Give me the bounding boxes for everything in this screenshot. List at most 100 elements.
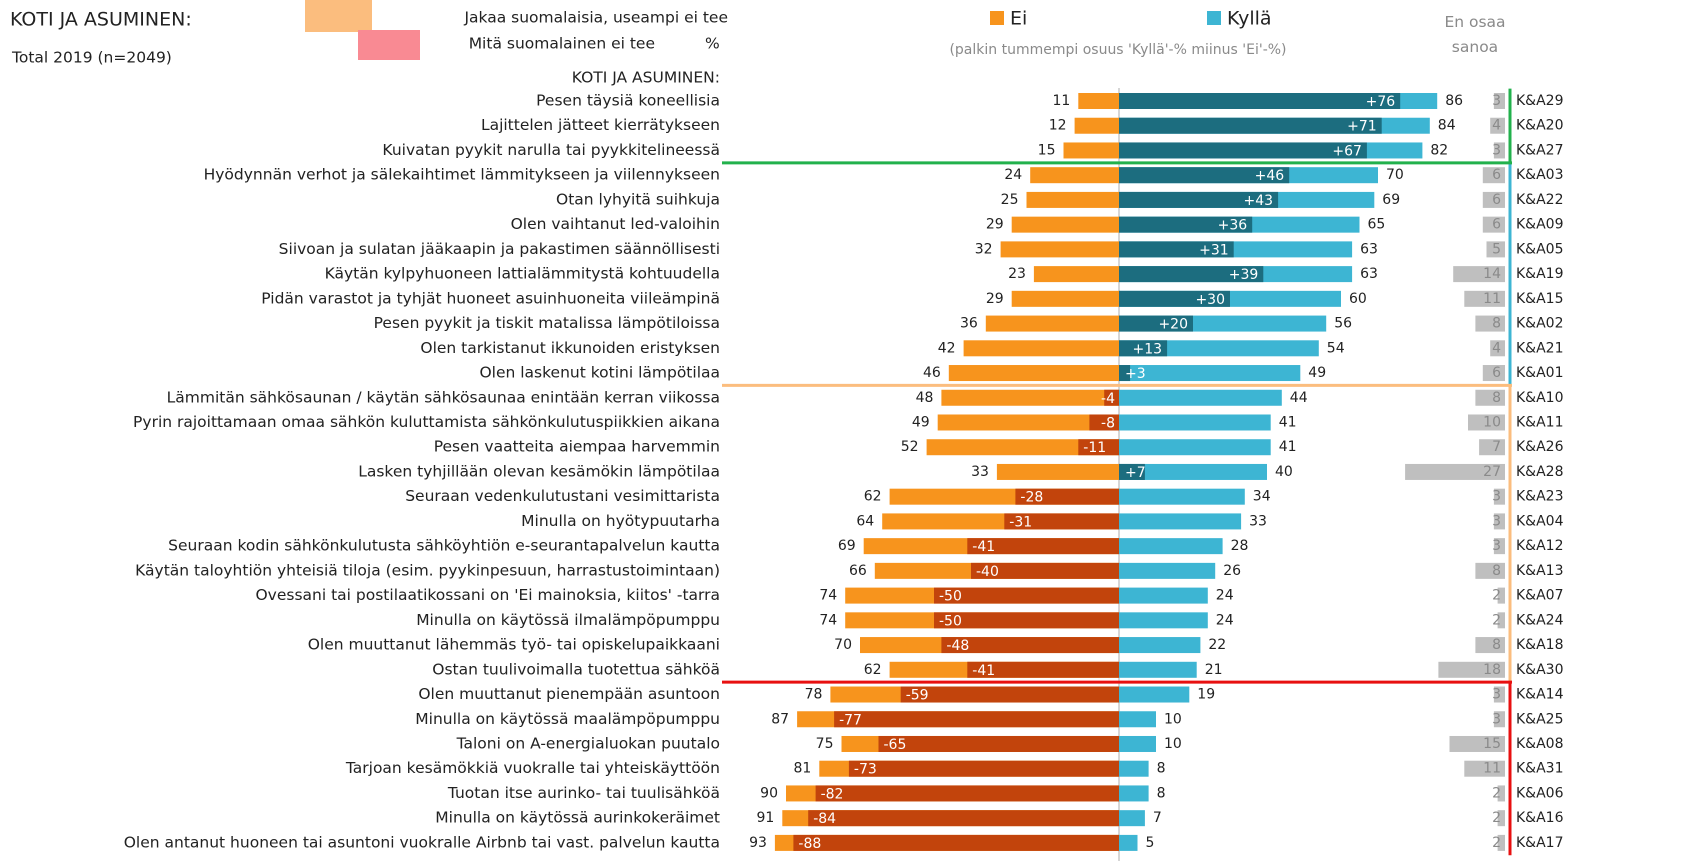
kylla-value-label: 86 <box>1445 93 1463 109</box>
legend-label: Jakaa suomalaisia, useampi ei tee <box>463 9 728 27</box>
bar-ei <box>926 439 1119 456</box>
dont-know-value-label: 6 <box>1492 365 1501 381</box>
code-label: K&A16 <box>1516 810 1564 826</box>
bar-ei <box>1078 93 1119 109</box>
category-label: Tuotan itse aurinko- tai tuulisähköä <box>447 784 720 802</box>
ei-value-label: 81 <box>793 761 811 777</box>
dont-know-value-label: 3 <box>1492 513 1501 529</box>
code-label: K&A02 <box>1516 316 1564 332</box>
ei-value-label: 62 <box>864 662 882 678</box>
ei-value-label: 75 <box>816 736 834 752</box>
ei-value-label: 29 <box>986 291 1004 307</box>
net-label: +76 <box>1366 94 1396 110</box>
bar-dont-know <box>1493 686 1505 703</box>
bar-kylla <box>1119 612 1208 629</box>
dont-know-value-label: 14 <box>1483 266 1501 282</box>
dont-know-value-label: 3 <box>1492 142 1501 158</box>
kylla-value-label: 19 <box>1197 687 1215 703</box>
bar-net <box>1119 266 1264 283</box>
net-label: -84 <box>813 811 836 827</box>
bar-kylla <box>1119 587 1208 604</box>
bar-dont-know <box>1405 463 1505 480</box>
bar-net <box>1104 389 1119 406</box>
net-label: -41 <box>972 539 995 555</box>
dont-know-value-label: 8 <box>1492 563 1501 579</box>
bar-net <box>1119 365 1131 382</box>
ei-value-label: 69 <box>838 538 856 554</box>
legend-swatch <box>1207 11 1221 25</box>
dont-know-value-label: 15 <box>1483 736 1501 752</box>
category-label: Olen vaihtanut led-valoihin <box>511 215 720 233</box>
kylla-value-label: 54 <box>1327 340 1345 356</box>
bar-ei <box>1026 191 1119 208</box>
category-label: Olen muuttanut pienempään asuntoon <box>418 685 720 703</box>
bar-ei <box>1011 216 1119 233</box>
net-label: +39 <box>1229 267 1259 283</box>
ei-value-label: 70 <box>834 637 852 653</box>
unit-label: % <box>705 35 720 53</box>
bar-kylla <box>1119 785 1149 802</box>
kylla-value-label: 82 <box>1430 142 1448 158</box>
ei-value-label: 24 <box>1004 167 1022 183</box>
legend-label: Ei <box>1010 8 1027 30</box>
net-label: +31 <box>1199 242 1229 258</box>
ei-value-label: 87 <box>771 711 789 727</box>
bar-net <box>971 562 1119 579</box>
bar-dont-know <box>1468 414 1505 431</box>
bar-net <box>808 810 1119 827</box>
bar-ei <box>985 315 1119 332</box>
kylla-value-label: 26 <box>1223 563 1241 579</box>
ei-value-label: 74 <box>819 588 837 604</box>
code-label: K&A17 <box>1516 835 1564 851</box>
kylla-value-label: 49 <box>1308 365 1326 381</box>
code-label: K&A07 <box>1516 588 1564 604</box>
category-label: Käytän kylpyhuoneen lattialämmitystä koh… <box>325 265 720 283</box>
category-label: Ostan tuulivoimalla tuotettua sähköä <box>432 660 720 678</box>
kylla-value-label: 8 <box>1157 785 1166 801</box>
bar-ei <box>1063 142 1119 159</box>
bar-kylla <box>1119 834 1138 851</box>
category-label: Olen tarkistanut ikkunoiden eristyksen <box>420 339 720 357</box>
net-label: -11 <box>1083 440 1106 456</box>
bar-ei <box>1074 117 1119 134</box>
bar-net <box>1119 191 1279 208</box>
bar-ei <box>963 340 1119 357</box>
code-label: K&A28 <box>1516 464 1564 480</box>
net-label: +13 <box>1133 341 1163 357</box>
code-label: K&A15 <box>1516 291 1564 307</box>
net-label: -41 <box>972 663 995 679</box>
category-label: Olen muuttanut lähemmäs työ- tai opiskel… <box>308 636 720 654</box>
dont-know-value-label: 11 <box>1483 291 1501 307</box>
bar-kylla <box>1119 414 1271 431</box>
code-label: K&A05 <box>1516 241 1564 257</box>
bar-net <box>1015 488 1119 505</box>
bar-dont-know <box>1475 315 1505 332</box>
code-label: K&A31 <box>1516 761 1564 777</box>
dont-know-value-label: 3 <box>1492 687 1501 703</box>
kylla-value-label: 44 <box>1290 390 1308 406</box>
kylla-value-label: 56 <box>1334 316 1352 332</box>
bar-kylla <box>1119 488 1245 505</box>
category-label: Minulla on käytössä maalämpöpumppu <box>415 710 720 728</box>
legend-swatch <box>990 11 1004 25</box>
net-label: +71 <box>1347 119 1377 135</box>
bar-kylla <box>1119 661 1197 678</box>
ei-value-label: 33 <box>971 464 989 480</box>
bar-kylla <box>1119 735 1156 752</box>
bar-net <box>1119 167 1290 184</box>
kylla-value-label: 5 <box>1146 835 1155 851</box>
kylla-value-label: 10 <box>1164 736 1182 752</box>
dont-know-value-label: 4 <box>1492 118 1501 134</box>
bar-kylla <box>1119 389 1282 406</box>
net-label: -28 <box>1020 490 1043 506</box>
net-label: +30 <box>1195 292 1225 308</box>
bar-net <box>834 711 1119 728</box>
bar-ei <box>937 414 1119 431</box>
category-label: Minulla on käytössä ilmalämpöpumppu <box>416 611 720 629</box>
kylla-value-label: 70 <box>1386 167 1404 183</box>
ei-value-label: 42 <box>938 340 956 356</box>
bar-net <box>1119 117 1382 134</box>
code-label: K&A09 <box>1516 217 1564 233</box>
bar-dont-know <box>1482 216 1505 233</box>
bar-dont-know <box>1475 562 1505 579</box>
